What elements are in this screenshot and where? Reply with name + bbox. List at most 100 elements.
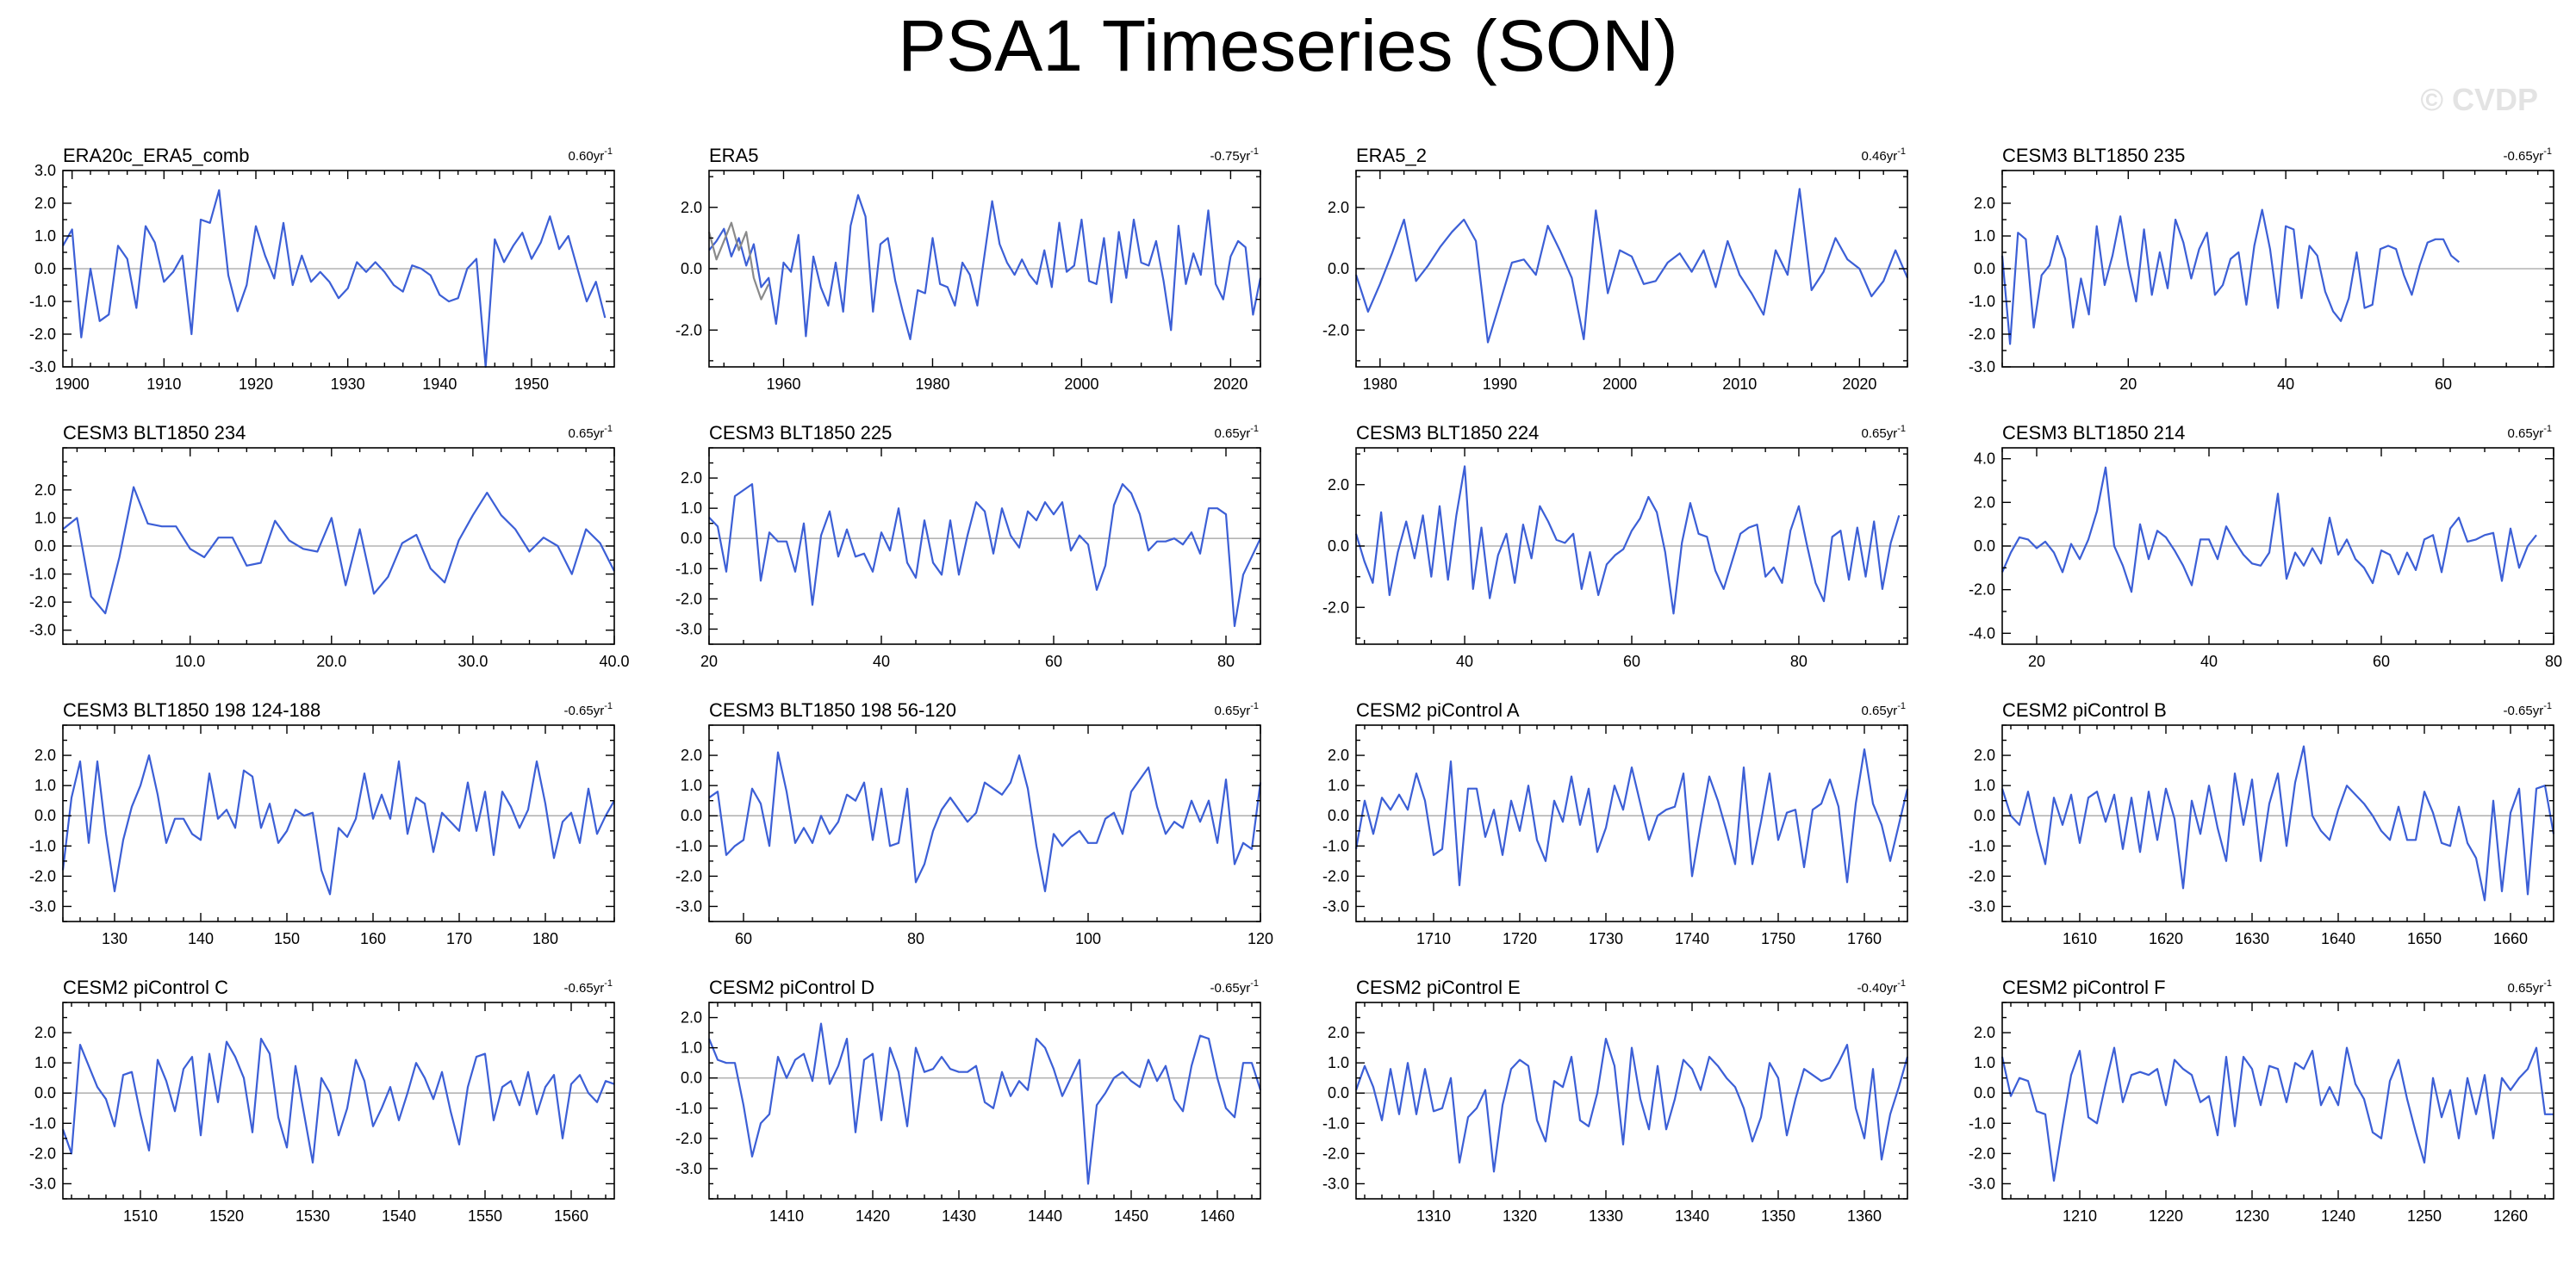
y-tick-label: -3.0 <box>1322 897 1349 915</box>
x-tick-label: 1610 <box>2063 930 2097 947</box>
x-tick-label: 20 <box>2028 653 2045 670</box>
series-line-1 <box>61 1037 615 1164</box>
x-tick-label: 1430 <box>942 1207 976 1225</box>
series-line-1 <box>61 754 615 896</box>
x-tick-label: 1220 <box>2149 1207 2183 1225</box>
panel-title: CESM3 BLT1850 214 <box>2002 422 2185 444</box>
y-tick-label: 0.0 <box>34 260 56 277</box>
panel-title: CESM3 BLT1850 198 56-120 <box>709 699 956 721</box>
series-line-1 <box>2000 1046 2554 1182</box>
x-tick-label: 2020 <box>1213 375 1248 393</box>
x-tick-label: 1910 <box>146 375 181 393</box>
x-tick-label: 1900 <box>55 375 90 393</box>
y-tick-label: -3.0 <box>29 622 56 639</box>
x-tick-label: 1750 <box>1761 930 1795 947</box>
series-line-1 <box>708 751 1262 893</box>
x-tick-label: 1630 <box>2235 930 2269 947</box>
y-tick-label: 0.0 <box>1328 807 1349 824</box>
panel-title: CESM2 piControl F <box>2002 977 2166 998</box>
panel-5: -3.0 -2.0 -1.0 0.0 1.0 2.0 10.0 20.0 30.0 40.0 CES… <box>29 422 630 670</box>
plot-frame <box>708 447 1261 645</box>
x-tick-label: 1560 <box>554 1207 588 1225</box>
y-tick-label: -2.0 <box>675 590 702 607</box>
panel-9: -3.0 -2.0 -1.0 0.0 1.0 2.0 130 140 150 160 170 180 C… <box>29 699 615 947</box>
x-tick-label: 40 <box>2200 653 2218 670</box>
y-tick-label: 1.0 <box>681 500 702 517</box>
panel-title: CESM2 piControl E <box>1356 977 1521 998</box>
panel-title: CESM3 BLT1850 225 <box>709 422 892 444</box>
y-tick-label: -3.0 <box>675 620 702 637</box>
x-tick-label: 1980 <box>1363 375 1397 393</box>
x-tick-label: 2010 <box>1722 375 1757 393</box>
y-tick-label: -3.0 <box>29 897 56 915</box>
series-line-1 <box>1354 748 1909 887</box>
y-tick-label: -1.0 <box>1969 837 1995 854</box>
y-tick-label: -3.0 <box>1322 1175 1349 1192</box>
x-tick-label: 1210 <box>2063 1207 2097 1225</box>
trend-label: 0.65yr-1 <box>2508 424 2552 441</box>
y-tick-label: 2.0 <box>681 469 702 487</box>
trend-unit: -1 <box>604 146 613 157</box>
trend-label: 0.65yr-1 <box>1215 701 1259 718</box>
y-tick-label: -3.0 <box>675 1160 702 1177</box>
x-tick-label: 1740 <box>1675 930 1709 947</box>
y-tick-label: -1.0 <box>29 566 56 583</box>
y-tick-label: 2.0 <box>34 195 56 212</box>
panel-14: -3.0 -2.0 -1.0 0.0 1.0 2.0 1410 1420 1430 1440 145… <box>675 977 1262 1225</box>
trend-unit: -1 <box>2543 701 2552 711</box>
x-tick-label: 2000 <box>1602 375 1637 393</box>
y-tick-label: 2.0 <box>681 747 702 764</box>
trend-unit: -1 <box>1897 701 1906 711</box>
trend-unit: -1 <box>604 978 613 989</box>
y-tick-label: 0.0 <box>1328 537 1349 555</box>
y-tick-label: -4.0 <box>1969 624 1995 642</box>
y-tick-label: 0.0 <box>681 807 702 824</box>
y-tick-label: 2.0 <box>1328 1024 1349 1041</box>
x-tick-label: 20 <box>700 653 718 670</box>
trend-label: -0.75yr-1 <box>1210 146 1259 164</box>
y-tick-label: 2.0 <box>1328 476 1349 493</box>
trend-unit: -1 <box>1250 701 1259 711</box>
x-tick-label: 160 <box>360 930 386 947</box>
y-tick-label: 2.0 <box>1974 195 1995 212</box>
y-tick-label: 0.0 <box>34 807 56 824</box>
series-line-1 <box>707 1022 1262 1185</box>
x-tick-label: 130 <box>102 930 128 947</box>
x-tick-label: 1520 <box>209 1207 244 1225</box>
y-tick-label: 0.0 <box>1974 537 1995 555</box>
y-tick-label: -1.0 <box>1969 293 1995 310</box>
panel-title: CESM2 piControl D <box>709 977 874 998</box>
trend-label: -0.65yr-1 <box>2504 701 2552 718</box>
trend-label: 0.60yr-1 <box>569 146 613 164</box>
x-tick-label: 1410 <box>769 1207 804 1225</box>
plot-frame <box>62 724 615 922</box>
x-tick-label: 1310 <box>1416 1207 1451 1225</box>
figure-title: PSA1 Timeseries (SON) <box>898 5 1678 86</box>
x-tick-label: 60 <box>2435 375 2452 393</box>
trend-label: 0.65yr-1 <box>569 424 613 441</box>
series-line-1 <box>62 486 615 615</box>
x-tick-label: 1230 <box>2235 1207 2269 1225</box>
y-tick-label: -2.0 <box>1322 321 1349 338</box>
y-tick-label: 2.0 <box>681 1009 702 1027</box>
x-tick-label: 1960 <box>766 375 800 393</box>
y-tick-label: -1.0 <box>29 1114 56 1132</box>
x-tick-label: 1990 <box>1483 375 1517 393</box>
x-tick-label: 20.0 <box>316 653 346 670</box>
y-tick-label: 1.0 <box>1974 1054 1995 1071</box>
trend-label: -0.65yr-1 <box>2504 146 2552 164</box>
panel-8: -4.0 -2.0 0.0 2.0 4.0 20 40 60 80 CESM3 BLT1850 2… <box>1969 422 2562 670</box>
panel-title: ERA5_2 <box>1356 145 1427 166</box>
y-tick-label: 0.0 <box>1328 260 1349 277</box>
y-tick-label: 2.0 <box>1974 1024 1995 1041</box>
y-tick-label: 4.0 <box>1974 450 1995 468</box>
trend-unit: -1 <box>1250 978 1259 989</box>
panel-6: -3.0 -2.0 -1.0 0.0 1.0 2.0 20 40 60 80 CESM3 BLT18… <box>675 422 1261 670</box>
trend-unit: -1 <box>2543 424 2552 434</box>
y-tick-label: -3.0 <box>29 1175 56 1192</box>
y-tick-label: -2.0 <box>29 1145 56 1162</box>
trend-label: -0.65yr-1 <box>564 978 613 996</box>
y-tick-label: 2.0 <box>1974 493 1995 511</box>
y-tick-label: -2.0 <box>1322 867 1349 884</box>
